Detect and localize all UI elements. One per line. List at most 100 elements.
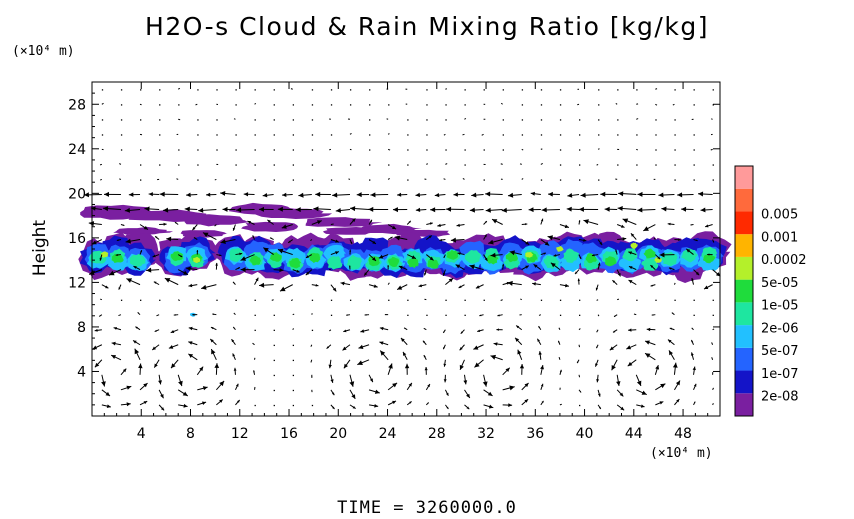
wind-vector-head [342, 346, 347, 351]
wind-vector-head [693, 401, 696, 404]
wind-vector-head [676, 399, 680, 403]
wind-vector [462, 133, 465, 136]
wind-vector-head [597, 262, 601, 266]
wind-vector-dot [674, 299, 676, 301]
cloud-band-core [129, 253, 146, 268]
wind-vector-dot [369, 89, 371, 91]
cloud-band-core [563, 248, 580, 263]
wind-vector-head [657, 256, 661, 260]
wind-vector-dot [216, 89, 218, 91]
wind-vector-dot [712, 164, 714, 166]
wind-vector-head [124, 207, 130, 213]
wind-vector-dot [598, 104, 600, 106]
wind-vector-head [505, 367, 510, 372]
wind-vector-head [658, 192, 664, 198]
wind-vector-head [524, 382, 529, 388]
wind-vector-head [615, 249, 618, 252]
wind-vector-head [317, 220, 322, 225]
wind-vector-head [236, 207, 242, 213]
wind-vector-head [484, 257, 488, 261]
colorbar-label: 2e-08 [761, 390, 799, 405]
wind-vector-dot [369, 119, 371, 121]
wind-vector-head [457, 252, 461, 255]
wind-vector-head [446, 206, 452, 212]
wind-vector-head [604, 206, 610, 212]
wind-vector-dot [273, 374, 275, 377]
wind-vector-head [298, 192, 304, 198]
wind-vector-head [488, 239, 494, 245]
wind-vector [290, 299, 293, 302]
wind-vector-dot [540, 104, 543, 106]
colorbar-label: 5e-07 [761, 344, 799, 359]
wind-vector-dot [636, 134, 638, 136]
wind-vector-head [240, 267, 246, 273]
wind-vector-dot [464, 299, 466, 301]
wind-vector-dot [407, 299, 409, 301]
wind-vector [100, 298, 103, 301]
wind-vector [500, 299, 503, 301]
wind-vector-head [700, 207, 706, 213]
wind-vector-head [566, 206, 572, 212]
wind-vector-dot [521, 89, 524, 91]
wind-vector-head [466, 406, 470, 410]
wind-vector-dot [292, 119, 295, 121]
wind-vector-head [134, 348, 140, 355]
wind-vector-head [443, 379, 447, 383]
wind-vector-head [198, 207, 204, 213]
wind-vector-dot [120, 89, 123, 91]
wind-vector-dot [636, 89, 638, 91]
wind-vector-head [485, 191, 491, 197]
wind-vector-head [305, 271, 310, 276]
wind-vector-head [305, 255, 309, 258]
wind-vector-dot [254, 329, 256, 332]
wind-vector-dot [559, 89, 562, 91]
wind-vector-head [369, 378, 373, 383]
wind-vector-head [667, 339, 672, 343]
wind-vector-head [99, 315, 101, 317]
wind-vector-dot [521, 134, 524, 136]
wind-vector-head [646, 327, 651, 332]
wind-vector-head [591, 254, 595, 257]
wind-vector-dot [407, 164, 409, 166]
wind-vector-dot [235, 149, 237, 151]
wind-vector-head [94, 328, 98, 332]
wind-vector-head [101, 381, 106, 387]
cloud-band-peak [309, 252, 321, 263]
wind-vector-dot [369, 104, 371, 106]
wind-vector-head [390, 236, 393, 239]
wind-vector-head [372, 240, 376, 244]
wind-vector-head [540, 218, 544, 222]
wind-vector-head [186, 192, 191, 198]
wind-vector-head [263, 247, 269, 253]
wind-vector [443, 178, 446, 180]
wind-vector-head [686, 248, 691, 253]
wind-vector-dot [559, 299, 562, 301]
wind-vector-dot [235, 134, 237, 136]
wind-vector-head [599, 242, 603, 246]
wind-vector [615, 103, 618, 105]
wind-vector-dot [216, 149, 218, 151]
wind-vector-head [544, 241, 550, 246]
wind-vector-dot [292, 404, 295, 407]
wind-vector [520, 298, 522, 301]
wind-vector [673, 282, 676, 285]
wind-vector-head [326, 346, 330, 349]
wind-vector-head [475, 285, 480, 289]
wind-vector-dot [311, 404, 314, 407]
wind-vector-head [188, 353, 194, 358]
cloud-band-peak [170, 251, 183, 262]
wind-vector [445, 163, 448, 165]
wind-vector-head [428, 235, 432, 239]
wind-vector-head [437, 223, 441, 227]
wind-vector-head [404, 363, 410, 369]
wind-vector-head [537, 338, 540, 342]
wind-vector-head [453, 192, 458, 197]
colorbar-swatch [735, 234, 753, 257]
wind-vector-head [357, 360, 363, 365]
wind-vector-head [105, 285, 109, 289]
wind-vector-head [490, 354, 496, 360]
wind-vector-head [184, 206, 190, 212]
y-tick-label: 12 [68, 275, 86, 291]
wind-vector-head [143, 225, 148, 230]
wind-vector-head [379, 326, 384, 331]
